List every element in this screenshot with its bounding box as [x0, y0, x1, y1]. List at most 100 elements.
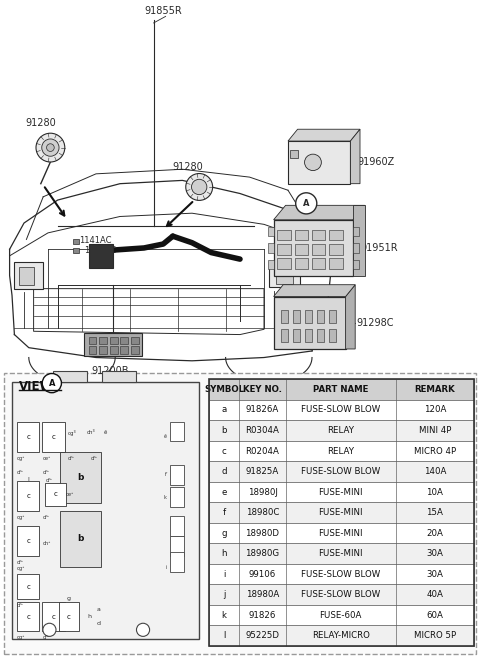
Text: REMARK: REMARK [415, 385, 455, 394]
Text: k: k [222, 611, 227, 620]
Text: FUSE-SLOW BLOW: FUSE-SLOW BLOW [301, 590, 380, 599]
Text: MICRO 4P: MICRO 4P [414, 447, 456, 455]
Text: h: h [221, 549, 227, 558]
Polygon shape [350, 129, 360, 184]
Bar [281, 329, 288, 342]
Bar [120, 337, 128, 344]
Bar [60, 452, 101, 503]
Text: PART NAME: PART NAME [313, 385, 369, 394]
Text: 40A: 40A [426, 590, 444, 599]
Polygon shape [288, 129, 360, 141]
Bar [353, 227, 359, 236]
Bar [305, 329, 312, 342]
Ellipse shape [304, 154, 321, 171]
Text: c: c [26, 613, 30, 619]
Text: MICRO 5P: MICRO 5P [414, 631, 456, 640]
Bar [73, 248, 79, 253]
Bar [329, 258, 343, 269]
Text: FUSE-SLOW BLOW: FUSE-SLOW BLOW [301, 405, 380, 415]
Text: VIEW: VIEW [19, 380, 54, 394]
Text: ē: ē [104, 430, 107, 435]
Bar [120, 346, 128, 354]
Bar [209, 400, 474, 420]
Text: cf³: cf³ [42, 515, 49, 520]
Text: 120A: 120A [424, 405, 446, 415]
Text: cf³: cf³ [42, 635, 49, 640]
Text: i: i [165, 565, 167, 569]
Text: FUSE-SLOW BLOW: FUSE-SLOW BLOW [301, 569, 380, 579]
Bar [293, 310, 300, 323]
Bar [102, 371, 135, 382]
Bar [19, 267, 34, 285]
Bar [295, 244, 308, 255]
Bar [209, 420, 474, 441]
Bar [329, 230, 343, 240]
Text: cg³: cg³ [17, 635, 25, 640]
Text: 91826: 91826 [249, 611, 276, 620]
Bar [293, 329, 300, 342]
Bar [170, 465, 184, 485]
Bar [209, 502, 474, 523]
Text: ch³: ch³ [87, 430, 96, 435]
Text: a: a [221, 405, 227, 415]
Bar [131, 337, 139, 344]
Text: RELAY-MICRO: RELAY-MICRO [312, 631, 370, 640]
Bar [209, 523, 474, 543]
Text: c: c [54, 491, 58, 497]
Text: 140A: 140A [424, 467, 446, 476]
Bar [110, 337, 118, 344]
Bar [312, 230, 325, 240]
Text: c: c [222, 447, 227, 455]
Text: ce³: ce³ [66, 492, 74, 497]
Text: e: e [221, 487, 227, 497]
Text: 1141AC: 1141AC [79, 236, 112, 245]
Circle shape [186, 174, 213, 200]
Bar [17, 602, 39, 631]
Text: d: d [97, 621, 101, 626]
Text: 91200B: 91200B [91, 366, 129, 376]
Text: l: l [223, 631, 225, 640]
Text: 91298C: 91298C [357, 318, 394, 328]
Text: R0204A: R0204A [246, 447, 279, 455]
Bar [209, 441, 474, 461]
Text: KEY NO.: KEY NO. [243, 385, 282, 394]
Bar [268, 227, 274, 236]
Text: 15A: 15A [426, 508, 444, 517]
Bar [89, 244, 113, 268]
Bar [295, 258, 308, 269]
Bar [295, 230, 308, 240]
Bar [305, 310, 312, 323]
Text: SYMBOL: SYMBOL [204, 385, 244, 394]
Text: cg³: cg³ [17, 456, 25, 461]
Bar [170, 552, 184, 572]
Bar [4, 373, 476, 654]
Bar [329, 329, 336, 342]
Bar [290, 150, 298, 158]
Text: c: c [26, 538, 30, 544]
Text: k: k [164, 495, 167, 500]
Text: h: h [88, 614, 92, 619]
Text: 18980J: 18980J [248, 487, 277, 497]
Bar [73, 239, 79, 244]
Text: 91951R: 91951R [360, 243, 397, 253]
Bar [209, 461, 474, 482]
Text: i: i [223, 569, 225, 579]
Bar [209, 564, 474, 584]
Bar [17, 422, 39, 452]
Bar [84, 333, 142, 356]
Bar [42, 602, 65, 631]
Circle shape [42, 373, 61, 393]
Text: a: a [97, 607, 101, 611]
Text: 10A: 10A [426, 487, 444, 497]
Bar [17, 574, 39, 599]
Bar [277, 230, 291, 240]
Bar [209, 379, 474, 646]
Bar [170, 536, 184, 556]
Text: c: c [67, 613, 71, 619]
Text: FUSE-MINI: FUSE-MINI [319, 529, 363, 538]
Bar [353, 243, 359, 253]
Text: cg³: cg³ [17, 565, 25, 571]
Bar [276, 267, 293, 284]
Text: j: j [223, 590, 225, 599]
Text: 18980C: 18980C [246, 508, 279, 517]
